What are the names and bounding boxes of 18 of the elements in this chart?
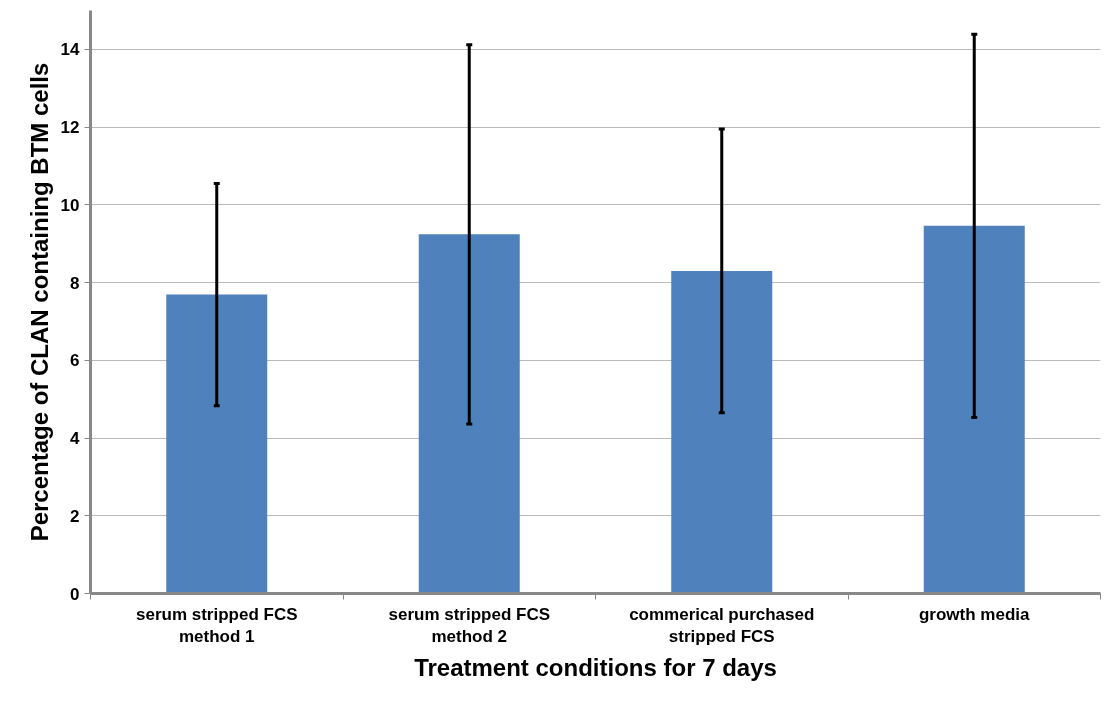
y-tick-label: 2 xyxy=(70,506,80,526)
y-tick-label: 8 xyxy=(70,273,80,293)
y-axis-title: Percentage of CLAN containing BTM cells xyxy=(25,62,53,542)
x-tick-label: commerical purchased stripped FCS xyxy=(629,604,815,647)
x-tick-label: growth media xyxy=(919,604,1031,624)
bar xyxy=(671,270,773,594)
y-tick-label: 0 xyxy=(70,584,80,604)
bar xyxy=(166,294,268,594)
x-tick-label: serum stripped FCS method 1 xyxy=(135,604,298,647)
y-tick-label: 6 xyxy=(70,351,80,371)
y-tick-label: 4 xyxy=(70,429,81,449)
y-tick-label: 14 xyxy=(60,40,81,60)
y-tick-label: 10 xyxy=(60,195,80,215)
y-tick-label: 12 xyxy=(60,118,80,138)
bar xyxy=(923,225,1025,594)
bar xyxy=(418,234,520,594)
x-tick-label: serum stripped FCS method 2 xyxy=(388,604,551,647)
x-axis-title: Treatment conditions for 7 days xyxy=(414,654,777,682)
